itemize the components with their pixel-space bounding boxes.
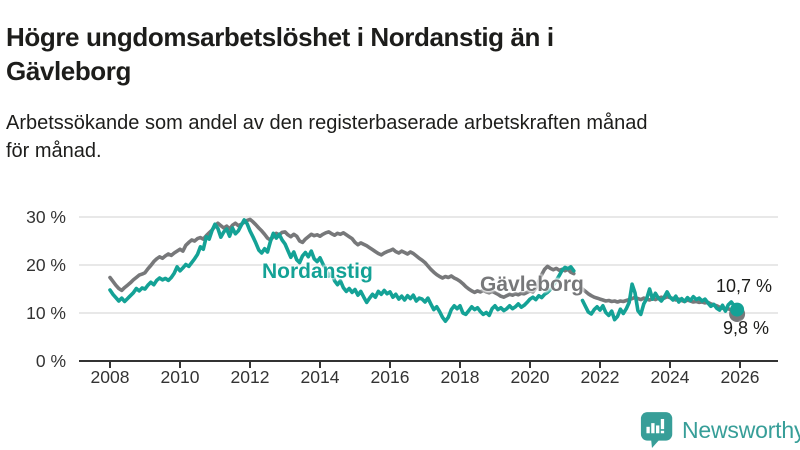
series-line-gävleborg xyxy=(108,217,576,300)
chart-title: Högre ungdomsarbetslöshet i Nordanstig ä… xyxy=(6,21,726,89)
x-tick-label: 2012 xyxy=(230,367,270,387)
y-tick-label: 10 % xyxy=(26,303,66,323)
series-label-nordanstig: Nordanstig xyxy=(262,260,373,283)
chart-subtitle: Arbetssökande som andel av den registerb… xyxy=(6,109,798,165)
x-tick-label: 2016 xyxy=(370,367,410,387)
title-line-2: Gävleborg xyxy=(6,56,131,87)
x-tick-label: 2026 xyxy=(720,367,760,387)
x-tick-label: 2024 xyxy=(650,367,690,387)
newsworthy-logo-text: Newsworthy xyxy=(682,417,800,443)
y-tick-label: 0 % xyxy=(35,351,66,371)
end-value-nordanstig: 10,7 % xyxy=(716,276,773,296)
x-tick-label: 2008 xyxy=(90,367,130,387)
title-line-1: Högre ungdomsarbetslöshet i Nordanstig ä… xyxy=(6,22,554,53)
subtitle-line-2: för månad. xyxy=(6,140,102,162)
x-tick-label: 2018 xyxy=(440,367,480,387)
series-label-gavleborg: Gävleborg xyxy=(480,273,584,296)
series-line-nordanstig xyxy=(108,218,576,324)
x-tick-label: 2020 xyxy=(510,367,550,387)
subtitle-line-1: Arbetssökande som andel av den registerb… xyxy=(6,112,648,134)
x-tick-label: 2010 xyxy=(160,367,200,387)
newsworthy-logo-icon xyxy=(640,412,673,448)
x-tick-label: 2022 xyxy=(580,367,620,387)
y-tick-label: 20 % xyxy=(26,255,66,275)
x-tick-label: 2014 xyxy=(300,367,340,387)
end-value-gavleborg: 9,8 % xyxy=(723,318,770,338)
series-line-nordanstig xyxy=(580,282,739,322)
end-dot-nordanstig xyxy=(730,302,745,317)
y-tick-label: 30 % xyxy=(26,207,66,227)
newsworthy-logo: Newsworthy xyxy=(640,411,800,450)
